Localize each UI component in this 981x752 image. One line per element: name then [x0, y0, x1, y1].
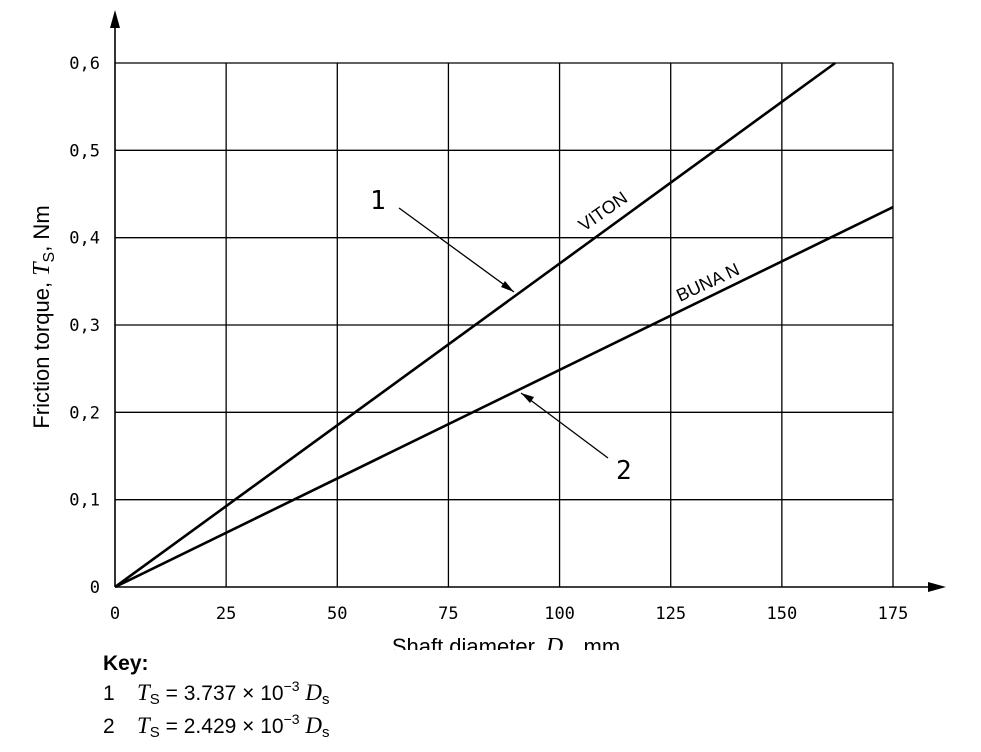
- series-lines: [114, 61, 894, 589]
- x-tick-label: 100: [544, 604, 575, 624]
- callout-leader-2: [520, 392, 609, 459]
- y-tick-labels: 0 0,1 0,2 0,3 0,4 0,5 0,6: [69, 54, 100, 598]
- grid-lines: [115, 62, 894, 587]
- y-tick-label: 0,3: [69, 316, 100, 336]
- x-tick-label: 150: [766, 604, 797, 624]
- key-item-exp: −3: [283, 678, 300, 694]
- key-item-var2: D: [305, 713, 323, 738]
- callout-number-1: 1: [370, 186, 386, 216]
- key-item-2: 2 TS = 2.429 × 10−3 Ds: [103, 711, 330, 744]
- key-item-var: T: [137, 713, 150, 738]
- callout-leader-1: [398, 207, 515, 293]
- key-item-eq: = 2.429 × 10: [159, 715, 284, 738]
- y-tick-label: 0,1: [69, 491, 100, 511]
- y-tick-label: 0: [90, 578, 100, 598]
- key-item-sub2: s: [322, 691, 330, 708]
- x-tick-label: 25: [216, 604, 236, 624]
- key-item-sub: S: [149, 691, 160, 708]
- key-item-1: 1 TS = 3.737 × 10−3 Ds: [103, 678, 330, 711]
- key-item-var: T: [137, 680, 150, 705]
- key-item-var2: D: [305, 680, 323, 705]
- axes: [110, 10, 946, 592]
- key-item-sub2: s: [322, 724, 330, 741]
- series-line-buna-n: [114, 205, 894, 589]
- key-item-exp: −3: [283, 711, 300, 727]
- x-axis-arrowhead: [928, 582, 946, 592]
- series-line-viton: [114, 61, 836, 589]
- y-tick-label: 0,4: [69, 229, 100, 249]
- key-item-number: 1: [103, 682, 115, 705]
- y-tick-label: 0,5: [69, 141, 100, 161]
- series-label-viton: VITON: [575, 188, 631, 236]
- key-legend: Key: 1 TS = 3.737 × 10−3 Ds 2 TS = 2.429 ×…: [103, 650, 330, 744]
- y-axis-arrowhead: [110, 10, 120, 28]
- key-item-number: 2: [103, 715, 115, 738]
- x-tick-label: 75: [438, 604, 458, 624]
- x-tick-label: 125: [655, 604, 686, 624]
- x-tick-label: 0: [110, 604, 120, 624]
- x-tick-label: 175: [878, 604, 909, 624]
- key-title: Key:: [103, 652, 149, 675]
- callout-arrowhead-2: [521, 393, 534, 403]
- y-axis-label: Friction torque, TS, Nm: [29, 205, 58, 428]
- x-tick-label: 50: [327, 604, 347, 624]
- callout-number-2: 2: [616, 456, 632, 486]
- callout-arrowhead-1: [501, 281, 514, 292]
- key-item-eq: = 3.737 × 10: [159, 682, 284, 705]
- chart-svg: 0 25 50 75 100 125 150 175 00,10,20,30,40,50,6 …: [29, 10, 946, 650]
- y-tick-label: 0,2: [69, 403, 100, 423]
- key-item-sub: S: [149, 724, 160, 741]
- x-axis-label: Shaft diameter, Ds, mm: [392, 634, 620, 650]
- x-tick-labels: 0 25 50 75 100 125 150 175: [110, 604, 908, 624]
- y-tick-label: 0,6: [69, 54, 100, 74]
